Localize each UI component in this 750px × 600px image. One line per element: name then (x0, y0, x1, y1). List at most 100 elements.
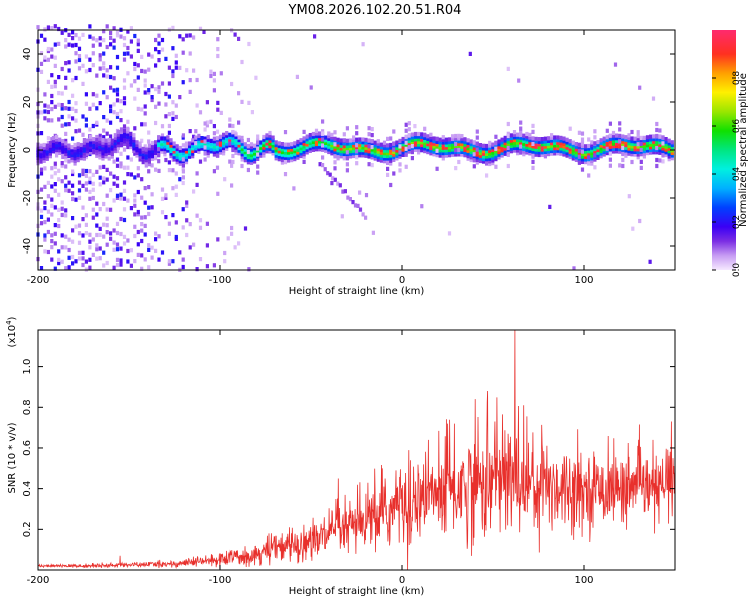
spectrogram-cell (491, 155, 495, 160)
spectrogram-cell (525, 145, 529, 150)
spectrogram-cell (537, 145, 541, 150)
spectrogram-cell (664, 150, 668, 155)
spectrogram-cell (438, 145, 442, 150)
spectrogram-cell (519, 132, 523, 138)
spectrogram-cell (231, 129, 235, 135)
spectrogram-cell (531, 165, 535, 170)
spectrogram-cell (454, 136, 458, 141)
spectrogram-cell (102, 90, 106, 95)
spectrogram-cell (670, 153, 674, 158)
spectrogram-cell (53, 241, 57, 246)
spectrogram-cell (46, 141, 50, 146)
spectrogram-cell (587, 137, 591, 142)
spectrogram-cell (203, 127, 207, 132)
colorbar-tick-label: 0.4 (732, 167, 742, 182)
spectrogram-cell (67, 99, 71, 105)
spectrogram-cell (352, 153, 356, 159)
spectrogram-cell (166, 140, 170, 145)
spectrogram-cell (636, 136, 640, 141)
spectrogram-cell (379, 142, 383, 147)
spectrogram-cell (364, 145, 368, 150)
spectrogram-cell (345, 156, 349, 161)
spectrogram-cell (280, 160, 284, 165)
spectrogram-cell (512, 132, 517, 137)
spectrogram-cell (57, 26, 61, 32)
spectrogram-cell (432, 139, 436, 144)
spectrogram-cell (361, 140, 365, 145)
spectrogram-cell (147, 146, 151, 151)
spectrogram-cell (126, 126, 130, 131)
spectrogram-cell (50, 54, 54, 59)
spectrogram-cell (92, 150, 96, 155)
spectrogram-cell (593, 149, 597, 154)
spectrogram-cell (457, 136, 461, 141)
spectrogram-cell (122, 51, 127, 56)
spectrogram-cell (386, 148, 390, 153)
spectrogram-cell (234, 145, 238, 150)
spectrogram-cell (556, 143, 560, 148)
spectrogram-cell (73, 145, 77, 150)
spectrogram-cell (259, 153, 263, 158)
spectrogram-cell (590, 145, 594, 150)
spectrogram-cell (60, 91, 64, 96)
spectrogram-cell (364, 143, 368, 148)
spectrogram-cell (194, 146, 198, 151)
spectrogram-cell (143, 104, 147, 109)
spectrogram-cell (105, 223, 109, 228)
spectrogram-cell (398, 141, 402, 146)
spectrogram-cell (475, 147, 479, 152)
spectrogram-cell (77, 195, 82, 200)
spectrogram-cell (488, 140, 492, 145)
spectrogram-cell (667, 141, 671, 146)
spectrogram-cell (58, 150, 62, 155)
spectrogram-cell (543, 144, 547, 149)
spectrogram-cell (55, 137, 59, 142)
spectrogram-cell (230, 163, 234, 168)
spectrogram-cell (53, 24, 57, 29)
spectrogram-cell (649, 134, 653, 139)
spectrogram-cell (463, 137, 467, 142)
spectrogram-cell (253, 151, 257, 156)
spectrogram-cell (451, 142, 455, 147)
spectrogram-cell (115, 114, 120, 119)
spectrogram-cell (167, 65, 171, 70)
spectrogram-cell (157, 89, 161, 94)
spectrogram-cell (407, 121, 411, 126)
spectrogram-cell (593, 146, 597, 152)
spectrogram-cell (53, 55, 57, 60)
spectrogram-cell (115, 98, 120, 103)
spectrogram-cell (302, 159, 306, 164)
spectrogram-cell (61, 154, 65, 159)
spectrogram-cell (382, 156, 387, 161)
spectrogram-cell (373, 148, 377, 153)
spectrogram-cell (163, 144, 167, 149)
spectrogram-cell (611, 136, 616, 141)
spectrogram-cell (602, 139, 606, 144)
spectrogram-cell (580, 131, 585, 136)
spectrogram-cell (85, 149, 90, 154)
spectrogram-cell (345, 141, 349, 146)
spectrogram-cell (469, 144, 473, 149)
spectrogram-cell (163, 152, 167, 157)
spectrogram-cell (516, 148, 520, 153)
spectrogram-cell (327, 142, 331, 147)
spectrogram-cell (447, 142, 452, 147)
spectrogram-cell (147, 52, 151, 57)
spectrogram-cell (639, 147, 643, 152)
spectrogram-cell (115, 221, 120, 226)
spectrogram-cell (191, 146, 195, 151)
spectrogram-cell (528, 132, 532, 137)
spectrogram-cell (212, 136, 216, 141)
spectrogram-cell (58, 137, 62, 142)
spectrogram-cell (105, 167, 109, 172)
spectrogram-cell (197, 149, 201, 154)
spectrogram-cell (565, 153, 569, 158)
spectrogram-cell (618, 136, 622, 141)
spectrogram-cell (77, 240, 82, 245)
spectrogram-cell (568, 144, 572, 149)
spectrogram-cell (136, 209, 140, 215)
spectrogram-cell (88, 34, 92, 39)
spectrogram-cell (64, 164, 68, 169)
spectrogram-cell (154, 148, 158, 153)
spectrogram-cell (340, 214, 344, 219)
